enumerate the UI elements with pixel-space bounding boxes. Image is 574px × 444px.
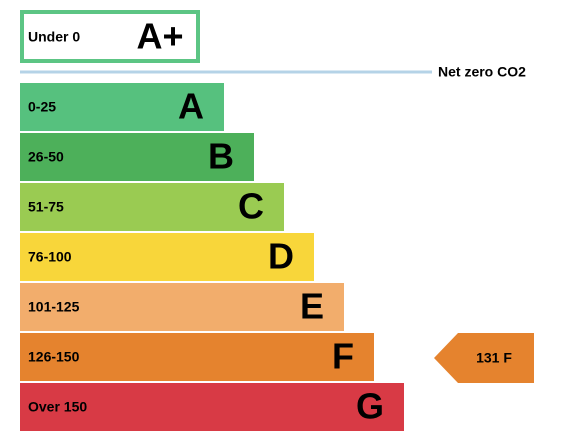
band — [20, 133, 254, 181]
band-rating: G — [356, 386, 384, 427]
band-rating: D — [268, 236, 294, 277]
top-box-rating: A+ — [136, 16, 183, 57]
band-range: Over 150 — [28, 399, 87, 415]
band-range: 126-150 — [28, 349, 80, 365]
current-indicator — [434, 333, 534, 383]
band-rating: B — [208, 136, 234, 177]
band-rating: F — [332, 336, 354, 377]
band — [20, 233, 314, 281]
band-rating: C — [238, 186, 264, 227]
band — [20, 283, 344, 331]
net-zero-label: Net zero CO2 — [438, 64, 526, 80]
band-range: 76-100 — [28, 249, 72, 265]
top-box-range: Under 0 — [28, 29, 80, 45]
band-range: 26-50 — [28, 149, 64, 165]
band-range: 0-25 — [28, 99, 56, 115]
band-range: 101-125 — [28, 299, 80, 315]
band-rating: A — [178, 86, 204, 127]
band — [20, 83, 224, 131]
band — [20, 183, 284, 231]
band-range: 51-75 — [28, 199, 64, 215]
band — [20, 383, 404, 431]
band — [20, 333, 374, 381]
top-box — [20, 10, 200, 63]
current-label: 131 F — [476, 350, 512, 366]
band-rating: E — [300, 286, 324, 327]
